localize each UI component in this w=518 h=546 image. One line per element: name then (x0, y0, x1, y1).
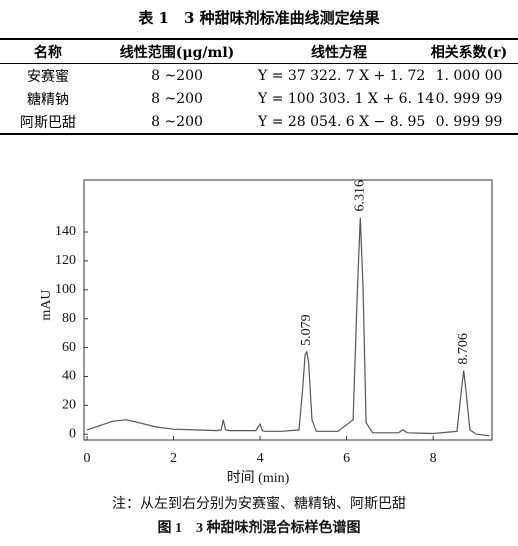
x-tick-label: 0 (84, 451, 91, 466)
y-tick-label: 20 (62, 398, 76, 413)
plot-frame (83, 179, 493, 441)
y-tick-label: 100 (55, 282, 76, 297)
y-axis-label: mAU (39, 289, 54, 320)
x-tick-label: 4 (257, 451, 264, 466)
header-cell: 线性范围(μg/ml) (96, 38, 258, 64)
y-tick-label: 0 (69, 426, 76, 441)
cell: 0. 999 99 (420, 110, 518, 135)
cell: Y = 100 303. 1 X + 6. 14 (258, 90, 435, 107)
data-table: 名称 线性范围(μg/ml) 线性方程 相关系数(r) 安赛蜜 8 ~200 Y = 37… (0, 38, 518, 135)
y-tick-label: 120 (55, 253, 76, 268)
y-tick-label: 40 (62, 369, 76, 384)
cell: 糖精钠 (27, 91, 69, 108)
table-row: 阿斯巴甜 8 ~200 Y = 28 054. 6 X − 8. 95 0. 999 … (0, 110, 518, 135)
y-tick-label: 140 (55, 224, 76, 239)
x-axis-label: 时间 (min) (227, 470, 290, 486)
cell: 8 ~200 (151, 90, 203, 107)
note: 注：从左到右分别为安赛蜜、糖精钠、阿斯巴甜 (112, 496, 406, 512)
header-cell: 相关系数(r) (420, 38, 518, 64)
table-row: 糖精钠 8 ~200 Y = 100 303. 1 X + 6. 14 0. 999 … (0, 87, 518, 110)
x-tick-label: 2 (170, 451, 177, 466)
y-tick-label: 60 (62, 340, 76, 355)
caption: 图 1 3 种甜味剂混合标样色谱图 (158, 519, 361, 536)
peak-label: 6.316 (353, 180, 368, 212)
x-tick-label: 8 (430, 451, 437, 466)
cell: 8 ~200 (151, 67, 203, 84)
cell: 阿斯巴甜 (0, 110, 96, 135)
table-title: 表 1 3 种甜味剂标准曲线测定结果 (138, 9, 380, 27)
cell: 0. 999 99 (435, 90, 503, 107)
cell: Y = 37 322. 7 X + 1. 72 (258, 67, 426, 84)
cell: 8 ~200 (96, 110, 258, 135)
peak-label: 8.706 (456, 333, 471, 365)
header-row: 名称 线性范围(μg/ml) 线性方程 相关系数(r) (0, 38, 518, 64)
cell: 安赛蜜 (27, 68, 69, 85)
x-tick-label: 6 (343, 451, 350, 466)
chromatogram-line (86, 217, 490, 437)
table: 表 1 3 种甜味剂标准曲线测定结果 名称 线性范围(μg/ml) 线性方程 相关系数… (0, 0, 518, 135)
y-tick-label: 80 (62, 311, 76, 326)
peak-label: 5.079 (299, 314, 314, 346)
cell: 1. 000 00 (435, 67, 503, 84)
cell: Y = 28 054. 6 X − 8. 95 (258, 110, 425, 135)
table-row: 安赛蜜 8 ~200 Y = 37 322. 7 X + 1. 72 1. 000 0… (0, 64, 518, 88)
header-cell: 线性方程 (258, 38, 420, 64)
header-cell: 名称 (0, 38, 96, 64)
